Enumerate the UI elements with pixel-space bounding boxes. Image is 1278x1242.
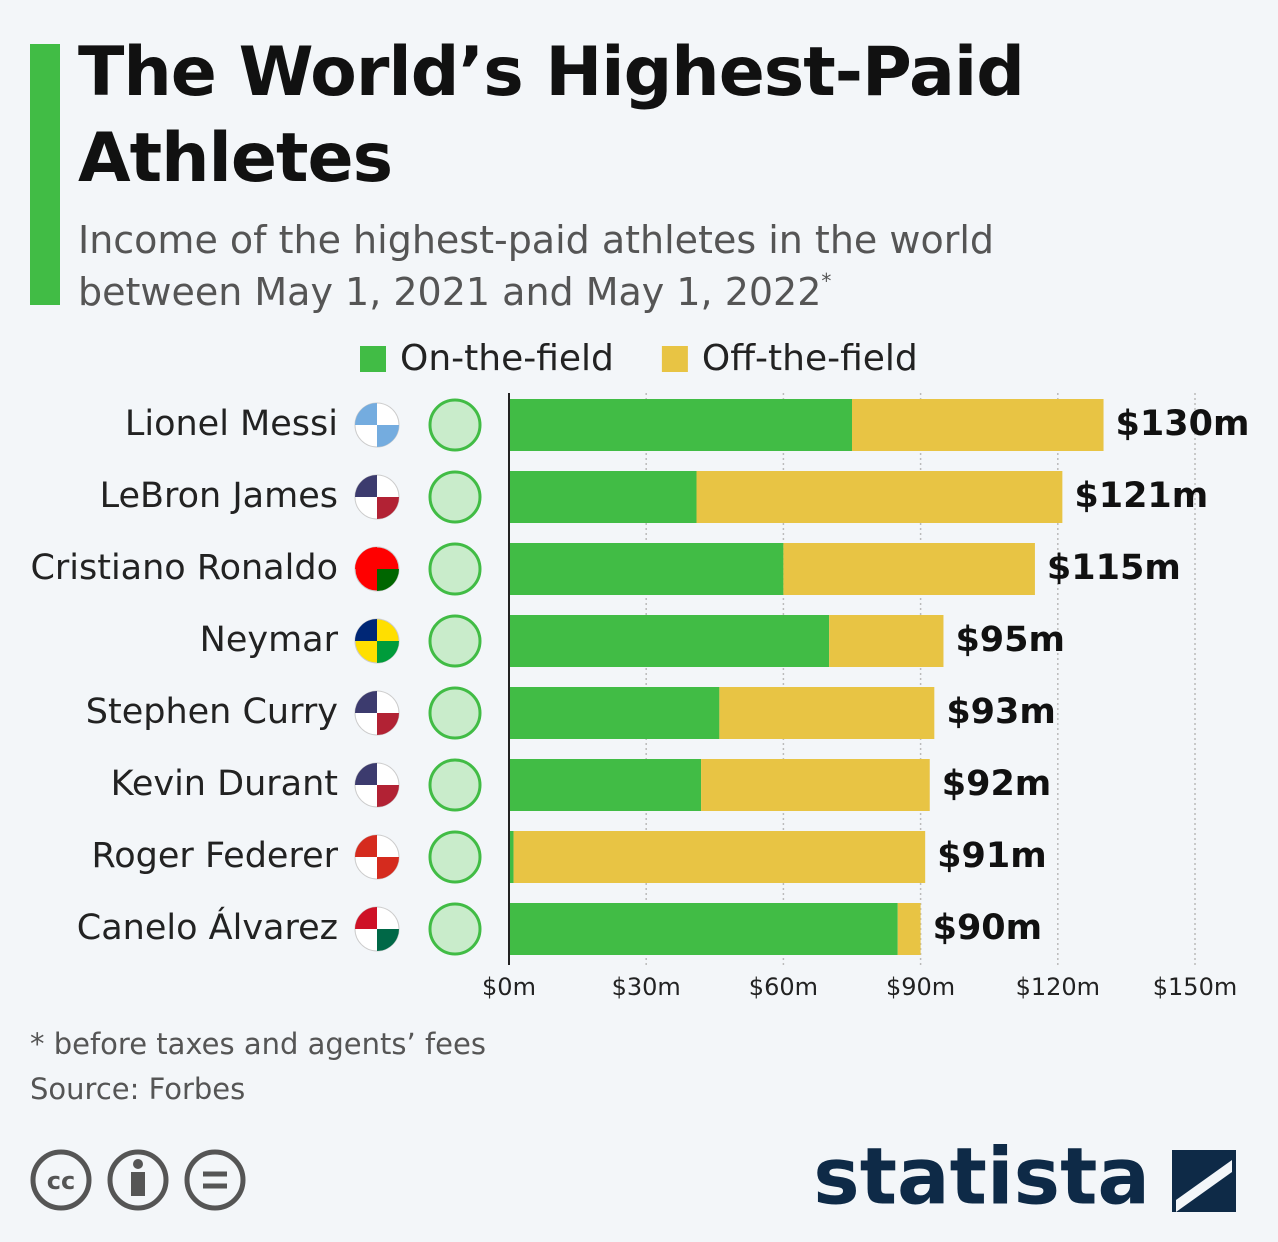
bar-segment [509,543,784,595]
total-label: $93m [946,692,1056,732]
license-icons: cc [30,1149,246,1211]
brand: statista [813,1132,1150,1222]
bar-segment [696,471,1063,523]
total-label: $91m [937,836,1047,876]
legend-swatch [360,346,386,372]
total-label: $115m [1047,548,1181,588]
x-tick-label: $30m [612,973,681,1001]
flag-part [377,713,399,735]
flag-part [377,857,399,879]
category-label: Neymar [200,620,339,660]
flag-part [377,641,399,663]
flag-part [377,425,399,447]
legend-label: On-the-field [400,338,614,379]
flag-part [377,785,399,807]
flag-part [355,403,377,425]
sport-icon [428,614,482,668]
chart-subtitle: Income of the highest-paid athletes in t… [78,214,1058,318]
sport-icon [428,686,482,740]
chart-title: The World’s Highest-Paid Athletes [78,33,1025,198]
flag [354,834,400,880]
flag-part [355,547,377,569]
flag-part [355,763,377,785]
flag [354,762,400,808]
flag [354,690,400,736]
flag-part [355,691,377,713]
total-label: $92m [942,764,1052,804]
flag [354,402,400,448]
bar-segment [829,615,944,667]
x-tick-label: $90m [886,973,955,1001]
sport-icon [428,470,482,524]
x-tick-label: $120m [1016,973,1100,1001]
total-label: $130m [1116,404,1250,444]
subtitle-text: Income of the highest-paid athletes in t… [78,218,995,314]
bar-segment [509,903,898,955]
total-label: $90m [933,908,1043,948]
bar-segment [509,831,514,883]
bar-segment [701,759,930,811]
flag-part [377,929,399,951]
category-label: Cristiano Ronaldo [30,548,338,588]
bar-segment [509,471,697,523]
bar-segment [852,399,1104,451]
x-tick-label: $0m [482,973,536,1001]
flag-part [355,907,377,929]
category-label: Lionel Messi [125,404,338,444]
bar-segment [509,759,702,811]
legend-swatch [661,346,688,372]
category-label: Roger Federer [92,836,339,876]
footnote: * before taxes and agents’ fees [30,1027,486,1061]
legend-label: Off-the-field [702,338,918,379]
category-label: Canelo Álvarez [77,906,338,948]
flag-part [377,497,399,519]
bar-segment [509,399,852,451]
bar-segment [513,831,926,883]
flag [354,474,400,520]
total-label: $95m [955,620,1065,660]
x-tick-label: $60m [749,973,818,1001]
accent-bar [30,44,60,305]
bar-segment [897,903,921,955]
bar-segment [509,687,720,739]
bar-segment [719,687,935,739]
sport-icon [428,758,482,812]
flag [354,906,400,952]
category-label: LeBron James [100,476,338,516]
flag-part [355,835,377,857]
flag-part [355,619,377,641]
source: Source: Forbes [30,1072,245,1106]
flag [354,618,400,664]
bar-segment [783,543,1035,595]
flag-part [377,569,399,591]
subtitle-mark: * [821,269,832,293]
flag-part [355,475,377,497]
sport-icon [428,830,482,884]
svg-text:cc: cc [47,1167,75,1195]
sport-icon [428,398,482,452]
total-label: $121m [1074,476,1208,516]
x-tick-label: $150m [1153,973,1237,1001]
sport-icon [428,542,482,596]
category-label: Kevin Durant [111,764,338,804]
category-label: Stephen Curry [86,692,338,732]
brand-logo [1172,1150,1236,1212]
flag [354,546,400,592]
sport-icon [428,902,482,956]
bar-segment [509,615,830,667]
